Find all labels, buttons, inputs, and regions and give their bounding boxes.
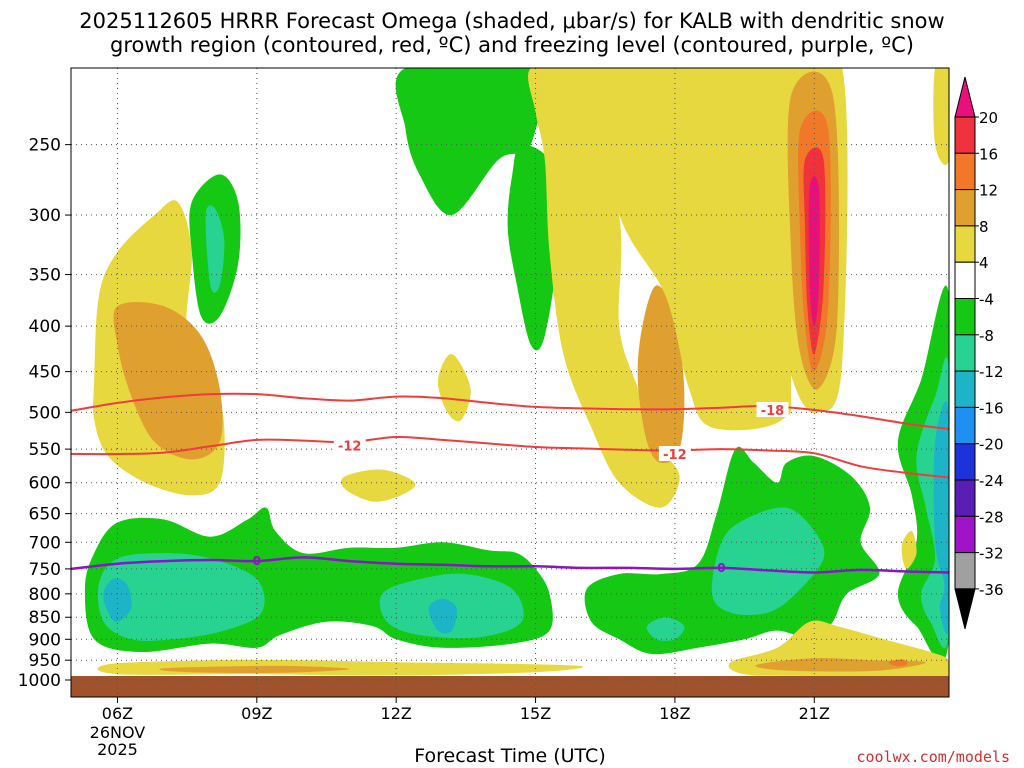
y-tick-label: 250: [29, 136, 61, 156]
x-tick-label: 18Z: [659, 704, 690, 723]
colorbar-top-arrow: [954, 76, 976, 118]
colorbar-swatch: [954, 152, 976, 191]
colorbar-tick-label: -24: [979, 472, 1004, 490]
omega-region-32: [755, 658, 926, 672]
colorbar-swatch: [954, 334, 976, 372]
colorbar-swatch: [954, 552, 976, 590]
x-tick-year-label: 2025: [97, 740, 138, 759]
omega-region-19: [103, 578, 132, 622]
plot-frame: [70, 67, 950, 698]
colorbar-tick-label: -28: [979, 508, 1004, 526]
y-tick-label: 800: [29, 585, 61, 605]
omega-region-4: [340, 469, 416, 502]
colorbar-tick-label: -32: [979, 545, 1004, 563]
freezing-level-label: 0: [253, 554, 261, 568]
freezing-level-label: 0: [717, 561, 725, 575]
y-tick-label: 550: [29, 440, 61, 460]
y-tick-label: 750: [29, 560, 61, 580]
omega-region-33: [888, 659, 908, 667]
omega-region-16: [933, 68, 949, 165]
colorbar-swatch: [954, 370, 976, 408]
x-tick-label: 12Z: [381, 704, 412, 723]
colorbar-tick-label: 12: [979, 182, 998, 200]
omega-region-18: [97, 553, 265, 641]
chart-title-line-1: 2025112605 HRRR Forecast Omega (shaded, …: [79, 9, 945, 33]
colorbar-swatch: [954, 225, 976, 263]
y-tick-label: 950: [29, 651, 61, 671]
colorbar-swatch: [954, 515, 976, 554]
colorbar-swatch: [954, 443, 976, 481]
y-tick-label: 700: [29, 533, 61, 553]
y-tick-label: 400: [29, 317, 61, 337]
colorbar-tick-label: 8: [979, 218, 989, 236]
y-tick-label: 850: [29, 608, 61, 628]
colorbar-swatch: [954, 189, 976, 227]
colorbar-tick-label: -8: [979, 327, 994, 345]
omega-region-5: [437, 354, 471, 422]
colorbar-tick-label: -4: [979, 291, 994, 309]
omega-region-21: [428, 598, 457, 634]
colorbar-swatch: [954, 479, 976, 517]
omega-region-7: [507, 144, 560, 351]
chart-title-line-2: growth region (contoured, red, ºC) and f…: [110, 33, 914, 57]
colorbar-tick-label: 20: [979, 109, 998, 127]
colorbar-swatch: [954, 298, 976, 336]
colorbar-tick-label: -12: [979, 363, 1004, 381]
terrain-ground: [71, 676, 949, 697]
dgz-contour-label: -12: [663, 448, 687, 463]
y-tick-label: 450: [29, 363, 61, 383]
omega-region-3: [205, 205, 225, 293]
dgz-contour-line-0: [71, 392, 949, 430]
omega-region-9: [637, 285, 685, 464]
omega-region-6: [395, 68, 542, 216]
y-tick-label: 600: [29, 474, 61, 494]
x-tick-date-label: 26NOV: [90, 723, 146, 742]
omega-region-27: [933, 401, 949, 635]
x-tick-label: 06Z: [102, 704, 133, 723]
dgz-contour-label: -18: [761, 404, 785, 419]
y-tick-label: 300: [29, 206, 61, 226]
y-tick-label: 1000: [18, 671, 61, 691]
colorbar-tick-label: -16: [979, 399, 1004, 417]
omega-region-1: [113, 302, 223, 460]
y-tick-label: 350: [29, 266, 61, 286]
x-tick-label: 21Z: [799, 704, 830, 723]
y-tick-label: 900: [29, 630, 61, 650]
colorbar-bottom-arrow: [954, 588, 976, 630]
x-axis-label: Forecast Time (UTC): [414, 745, 606, 767]
omega-region-30: [159, 665, 350, 674]
y-tick-label: 500: [29, 403, 61, 423]
freezing-level-line: [71, 556, 949, 574]
omega-region-23: [711, 507, 825, 616]
dgz-contour-label-bg: [756, 401, 789, 417]
colorbar-swatch: [954, 116, 976, 154]
y-tick-label: 650: [29, 505, 61, 525]
dgz-contour-label-bg: [658, 446, 691, 462]
x-tick-label: 09Z: [241, 704, 272, 723]
colorbar-tick-label: -36: [979, 581, 1004, 599]
dgz-contour-label-bg: [333, 437, 366, 453]
colorbar-swatch: [954, 406, 976, 445]
omega-region-8: [528, 68, 680, 508]
dgz-contour-label: -12: [338, 440, 362, 455]
credit-link[interactable]: coolwx.com/models: [856, 748, 1010, 766]
colorbar-swatch: [954, 261, 976, 300]
omega-region-28: [901, 530, 917, 569]
omega-region-15: [808, 176, 820, 327]
colorbar-tick-label: -20: [979, 436, 1004, 454]
colorbar-tick-label: 4: [979, 254, 989, 272]
x-tick-label: 15Z: [520, 704, 551, 723]
colorbar-tick-label: 16: [979, 145, 998, 163]
dgz-contour-line-1: [71, 435, 949, 479]
omega-region-10: [573, 68, 804, 431]
